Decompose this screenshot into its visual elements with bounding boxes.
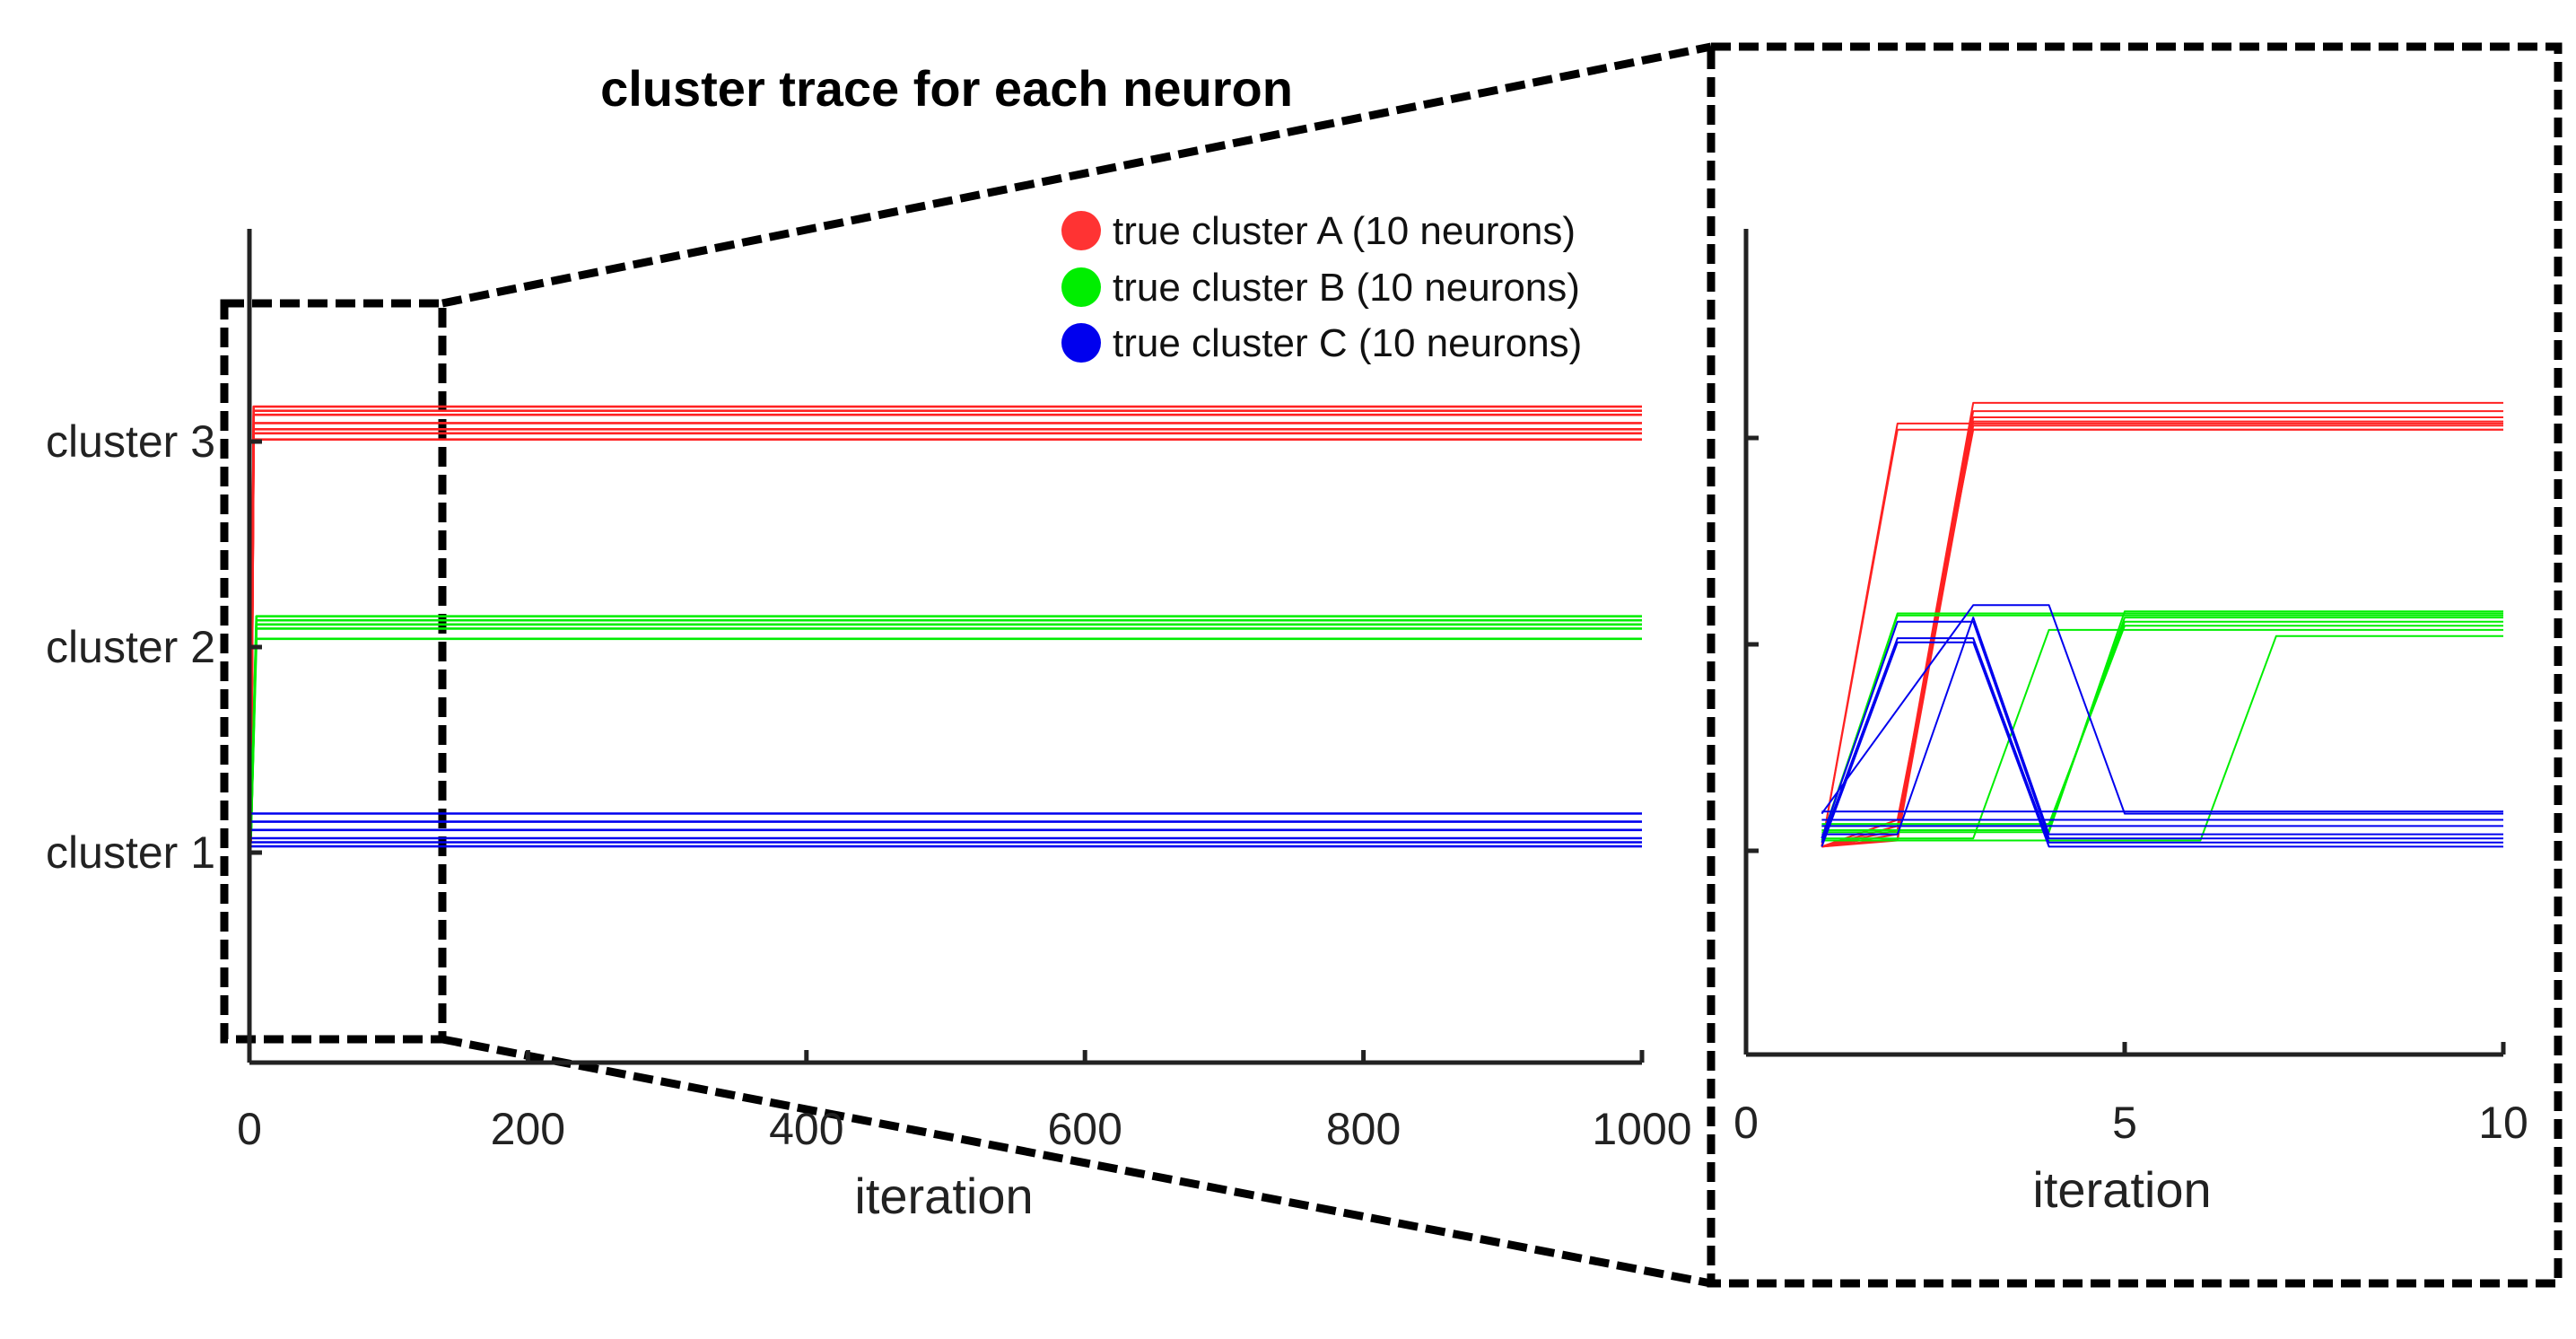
main-y-tick-label-1: cluster 2 bbox=[46, 622, 215, 672]
main-y-ticks: cluster 1 cluster 2 cluster 3 bbox=[46, 416, 262, 878]
inset-trace-16 bbox=[1821, 641, 2503, 848]
inset-trace-20 bbox=[1821, 604, 2503, 815]
inset-trace-11 bbox=[1821, 617, 2503, 831]
inset-trace-9 bbox=[1821, 614, 2503, 839]
main-trace-3 bbox=[249, 422, 1642, 843]
main-y-tick-label-2: cluster 3 bbox=[46, 416, 215, 467]
inset-trace-7 bbox=[1821, 428, 2503, 847]
main-x-axis-label: iteration bbox=[854, 1168, 1033, 1224]
main-trace-5 bbox=[249, 409, 1642, 843]
main-x-tick-label-4: 800 bbox=[1326, 1104, 1401, 1154]
inset-trace-4 bbox=[1821, 424, 2503, 848]
main-x-tick-label-5: 1000 bbox=[1592, 1104, 1691, 1154]
main-x-tick-label-1: 200 bbox=[491, 1104, 565, 1154]
zoom-connector-top bbox=[441, 42, 1712, 308]
main-trace-0 bbox=[249, 438, 1642, 843]
chart-title: cluster trace for each neuron bbox=[600, 60, 1293, 117]
inset-trace-18 bbox=[1821, 620, 2503, 840]
legend-label-cluster-a: true cluster A (10 neurons) bbox=[1113, 209, 1576, 253]
legend-swatch-green bbox=[1061, 267, 1101, 307]
inset-trace-13 bbox=[1821, 625, 2503, 826]
inset-trace-lines bbox=[1821, 401, 2503, 848]
inset-frame-box bbox=[1707, 42, 2563, 1288]
inset-x-tick-label-1: 5 bbox=[2112, 1098, 2137, 1148]
inset-x-axis-label: iteration bbox=[2032, 1161, 2211, 1218]
main-x-tick-label-2: 400 bbox=[769, 1104, 843, 1154]
legend-label-cluster-c: true cluster C (10 neurons) bbox=[1113, 321, 1582, 365]
legend-label-cluster-b: true cluster B (10 neurons) bbox=[1113, 266, 1580, 310]
inset-trace-10 bbox=[1821, 610, 2503, 834]
main-trace-7 bbox=[249, 637, 1642, 836]
legend-swatch-blue bbox=[1061, 323, 1101, 363]
inset-x-ticks: 0 5 10 bbox=[1733, 1042, 2528, 1148]
inset-trace-1 bbox=[1821, 410, 2503, 848]
legend: true cluster A (10 neurons) true cluster… bbox=[1061, 209, 1582, 365]
inset-trace-17 bbox=[1821, 637, 2503, 844]
legend-item-cluster-b: true cluster B (10 neurons) bbox=[1061, 266, 1580, 310]
inset-plot: 0 5 10 iteration bbox=[1733, 229, 2528, 1218]
inset-trace-19 bbox=[1821, 617, 2503, 836]
inset-trace-15 bbox=[1821, 634, 2503, 842]
zoom-indicator bbox=[220, 42, 2563, 1288]
legend-swatch-red bbox=[1061, 211, 1101, 250]
inset-trace-6 bbox=[1821, 422, 2503, 847]
inset-x-tick-label-0: 0 bbox=[1733, 1098, 1759, 1148]
main-trace-2 bbox=[249, 427, 1642, 843]
main-x-tick-label-3: 600 bbox=[1047, 1104, 1122, 1154]
main-trace-6 bbox=[249, 405, 1642, 843]
main-x-ticks: 0 200 400 600 800 1000 bbox=[237, 1050, 1692, 1154]
inset-trace-0 bbox=[1821, 401, 2503, 848]
zoom-region-box bbox=[220, 299, 447, 1044]
legend-item-cluster-c: true cluster C (10 neurons) bbox=[1061, 321, 1582, 365]
main-trace-10 bbox=[249, 618, 1642, 836]
zoom-connector-bottom bbox=[441, 1035, 1712, 1288]
main-trace-lines bbox=[249, 405, 1642, 848]
main-x-tick-label-0: 0 bbox=[237, 1104, 262, 1154]
legend-item-cluster-a: true cluster A (10 neurons) bbox=[1061, 209, 1576, 253]
inset-y-ticks bbox=[1746, 435, 1759, 853]
inset-trace-8 bbox=[1821, 612, 2503, 841]
main-trace-9 bbox=[249, 623, 1642, 836]
inset-trace-3 bbox=[1821, 420, 2503, 848]
main-y-tick-label-0: cluster 1 bbox=[46, 827, 215, 878]
main-trace-11 bbox=[249, 615, 1642, 836]
inset-trace-2 bbox=[1821, 416, 2503, 848]
inset-trace-12 bbox=[1821, 620, 2503, 827]
inset-x-tick-label-2: 10 bbox=[2478, 1098, 2528, 1148]
main-trace-8 bbox=[249, 627, 1642, 836]
inset-trace-14 bbox=[1821, 628, 2503, 840]
